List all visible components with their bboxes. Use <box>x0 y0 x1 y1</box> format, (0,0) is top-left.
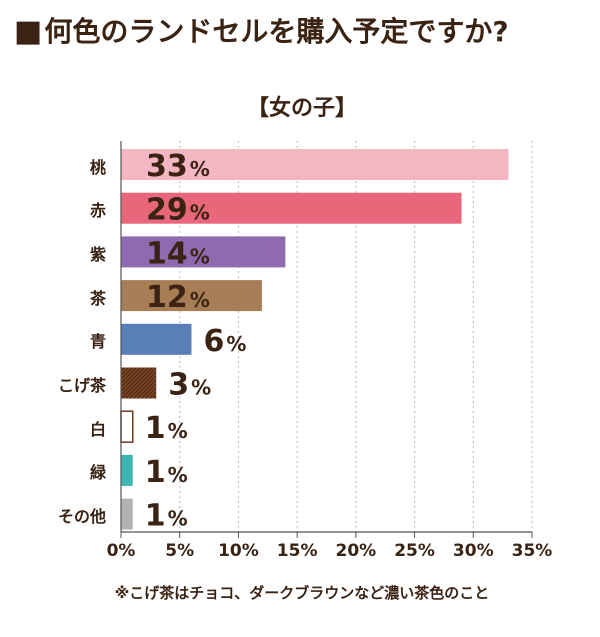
value-unit: % <box>190 288 210 312</box>
category-label: 白 <box>89 419 106 439</box>
x-tick-label: 5% <box>165 541 194 561</box>
value-number: 14 <box>146 236 188 271</box>
value-label: 29% <box>146 193 210 228</box>
value-unit: % <box>168 463 188 487</box>
axes <box>120 141 533 538</box>
value-number: 12 <box>146 280 188 315</box>
value-label: 14% <box>146 236 210 271</box>
value-label: 33% <box>146 149 210 184</box>
x-tick-label: 35% <box>512 541 553 561</box>
value-unit: % <box>226 332 246 356</box>
bar-2 <box>121 192 462 224</box>
bar-9 <box>121 498 133 530</box>
value-unit: % <box>168 507 188 531</box>
bar-3 <box>121 236 286 268</box>
value-label: 1% <box>145 411 188 446</box>
footnote: ※こげ茶はチョコ、ダークブラウンなど濃い茶色のこと <box>114 584 490 602</box>
x-tick-label: 25% <box>394 541 435 561</box>
x-tick-label: 15% <box>277 541 318 561</box>
value-labels: 33 %29 %14 %12 %6 %3 %1 %1 %1% <box>145 149 247 534</box>
category-label: 青 <box>89 332 106 352</box>
value-label: 1% <box>145 499 188 534</box>
bar-7 <box>120 410 134 443</box>
x-tick-label: 0% <box>107 541 136 561</box>
category-label: その他 <box>57 507 106 527</box>
category-label: 茶 <box>89 288 106 308</box>
value-unit: % <box>190 244 210 268</box>
value-unit: % <box>168 419 188 443</box>
value-label: 12% <box>146 280 210 315</box>
value-label: 1% <box>145 455 188 490</box>
value-number: 1 <box>145 499 166 534</box>
bar-5 <box>121 323 192 355</box>
category-label: 紫 <box>89 244 106 264</box>
chart-title-block: ■何色のランドセルを購入予定ですか? <box>14 12 509 52</box>
category-label: 緑 <box>89 463 106 483</box>
value-number: 6 <box>203 324 224 359</box>
value-label: 6% <box>203 324 246 359</box>
value-number: 29 <box>146 193 188 228</box>
x-tick-label: 20% <box>336 541 377 561</box>
bar-8 <box>121 454 133 486</box>
value-label: 3% <box>168 368 211 403</box>
value-unit: % <box>190 201 210 225</box>
value-unit: % <box>190 157 210 181</box>
chart-title: 何色のランドセルを購入予定ですか? <box>44 15 509 48</box>
category-label: 赤 <box>89 201 106 221</box>
value-number: 33 <box>146 149 188 184</box>
value-unit: % <box>191 376 211 400</box>
category-label: こげ茶 <box>57 376 106 395</box>
value-number: 1 <box>145 455 166 490</box>
bar-6 <box>121 367 157 399</box>
bar-4 <box>121 280 262 312</box>
bars <box>120 149 509 530</box>
chart-subtitle: 【女の子】 <box>246 96 357 121</box>
value-number: 3 <box>168 368 189 403</box>
title-square-marker: ■ <box>14 14 43 49</box>
x-tick-labels: 0% 5% 10% 15% 20% 25% 30% 35% <box>107 541 553 561</box>
bar-1 <box>121 149 509 180</box>
x-tick-label: 30% <box>453 541 494 561</box>
value-number: 1 <box>145 411 166 446</box>
x-tick-label: 10% <box>218 541 259 561</box>
category-label: 桃 <box>89 157 106 177</box>
